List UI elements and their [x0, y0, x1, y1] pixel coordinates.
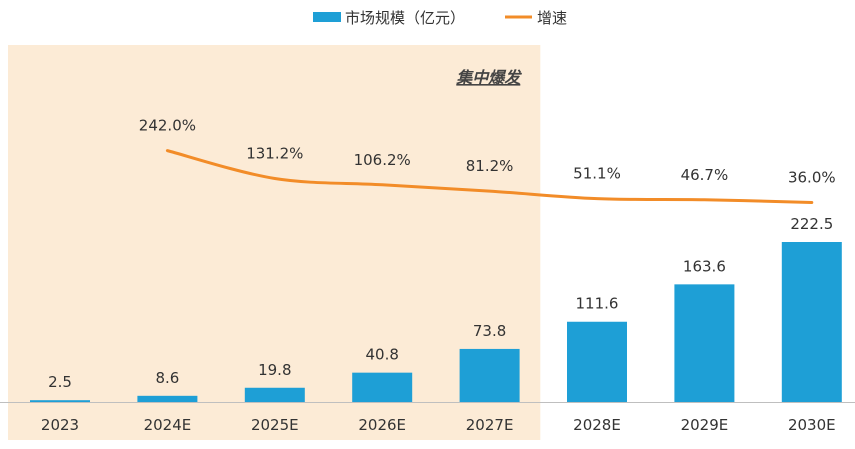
bar-value-label: 222.5: [790, 215, 833, 233]
growth-value-label: 106.2%: [354, 151, 411, 169]
x-tick-label: 2025E: [251, 416, 299, 434]
legend-bar-label: 市场规模（亿元）: [345, 9, 465, 27]
legend: 市场规模（亿元） 增速: [313, 9, 567, 27]
bar-value-label: 73.8: [473, 322, 506, 340]
bar-value-label: 19.8: [258, 361, 291, 379]
bar-2026E: [352, 372, 413, 402]
growth-points: 242.0% 131.2% 106.2% 81.2% 51.1% 46.7% 36.0%: [139, 117, 836, 187]
x-tick-label: 2023: [41, 416, 79, 434]
bar-value-label: 8.6: [155, 369, 179, 387]
bar-2023: [30, 400, 90, 402]
bar-2030E: [781, 242, 842, 402]
x-tick-label: 2027E: [466, 416, 514, 434]
x-tick-label: 2028E: [573, 416, 621, 434]
growth-value-label: 46.7%: [681, 166, 729, 184]
bar-2028E: [567, 321, 627, 402]
bar-2027E: [459, 348, 520, 402]
bar-series: 2.5 8.6 19.8 40.8 73.8 111.6 163.6 222.5: [30, 215, 842, 402]
x-tick-label: 2030E: [788, 416, 836, 434]
bar-value-label: 40.8: [365, 346, 398, 364]
bar-2029E: [674, 284, 735, 402]
growth-value-label: 131.2%: [246, 144, 303, 162]
growth-value-label: 51.1%: [573, 165, 621, 183]
legend-line-label: 增速: [537, 9, 567, 27]
highlight-region: [8, 45, 541, 440]
bar-value-label: 163.6: [683, 257, 726, 275]
highlight-label: 集中爆发: [455, 68, 522, 87]
growth-value-label: 81.2%: [466, 157, 514, 175]
x-axis-ticks: 2023 2024E 2025E 2026E 2027E 2028E 2029E 2030E: [41, 416, 836, 434]
x-tick-label: 2026E: [358, 416, 406, 434]
bar-2025E: [244, 387, 305, 402]
growth-value-label: 242.0%: [139, 117, 196, 135]
x-tick-label: 2024E: [144, 416, 192, 434]
x-tick-label: 2029E: [681, 416, 729, 434]
bar-value-label: 2.5: [48, 373, 72, 391]
legend-bar-swatch: [313, 12, 341, 22]
bar-value-label: 111.6: [576, 295, 619, 313]
bar-2024E: [137, 395, 198, 402]
growth-value-label: 36.0%: [788, 168, 836, 186]
growth-line: [165, 149, 814, 204]
